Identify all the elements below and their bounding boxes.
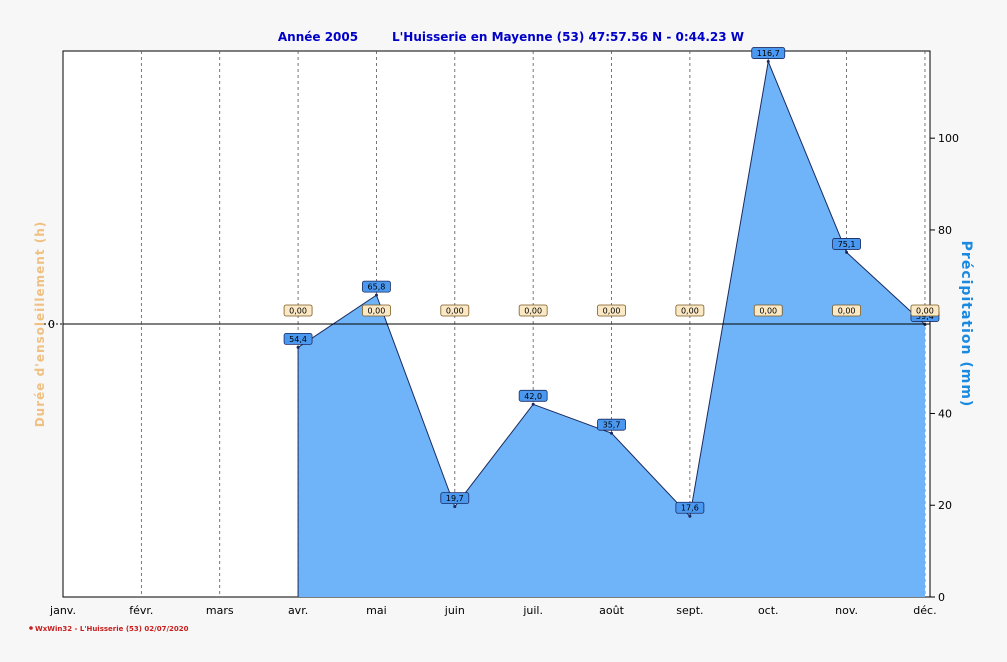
month-label-2: févr. <box>129 604 153 617</box>
precipitation-data-label-4: 54,4 <box>289 335 307 344</box>
precipitation-point-5 <box>374 293 378 297</box>
precipitation-label-box-9 <box>675 501 705 514</box>
precipitation-area-layer <box>296 59 927 598</box>
precipitation-point-7 <box>531 402 535 406</box>
sunshine-label-box-5 <box>362 304 391 317</box>
precipitation-area <box>298 61 925 598</box>
precipitation-label-box-7 <box>518 389 548 402</box>
sunshine-data-label-8: 0,00 <box>603 307 621 316</box>
sunshine-label-box-11 <box>832 304 861 317</box>
sunshine-data-label-6: 0,00 <box>446 307 464 316</box>
precipitation-point-8 <box>610 431 614 435</box>
precipitation-point-4 <box>296 345 300 349</box>
footer-credit: WxWin32 - L'Huisserie (53) 02/07/2020 <box>35 625 189 633</box>
data-labels: 54,465,819,742,035,717,6116,775,159,40,0… <box>283 47 940 514</box>
precipitation-point-10 <box>766 60 770 64</box>
precipitation-data-label-8: 35,7 <box>603 421 621 430</box>
chart-year-title: Année 2005 <box>278 30 358 44</box>
chart-station-title: L'Huisserie en Mayenne (53) 47:57.56 N -… <box>392 30 744 44</box>
month-label-10: oct. <box>758 604 779 617</box>
precipitation-data-label-9: 17,6 <box>681 504 699 513</box>
month-label-7: juil. <box>522 604 543 617</box>
right-tick-label-2: 20 <box>938 499 952 512</box>
precipitation-data-label-12: 59,4 <box>916 312 934 321</box>
sunshine-data-label-4: 0,00 <box>289 307 307 316</box>
sunshine-data-label-12: 0,00 <box>916 307 934 316</box>
month-label-12: déc. <box>913 604 936 617</box>
footer-bullet-icon <box>29 626 33 630</box>
precipitation-data-label-11: 75,1 <box>838 240 856 249</box>
sunshine-label-box-6 <box>440 304 470 317</box>
right-tick-label-1: 0 <box>938 591 945 604</box>
month-label-3: mars <box>206 604 234 617</box>
right-axis-title: Précipitation (mm) <box>958 241 974 408</box>
right-tick-label-4: 80 <box>938 224 952 237</box>
sunshine-label-box-10 <box>753 304 783 317</box>
sunshine-label-box-4 <box>283 304 313 317</box>
right-tick-label-3: 40 <box>938 407 952 420</box>
precipitation-point-9 <box>688 514 692 518</box>
sunshine-label-box-9 <box>675 304 705 317</box>
precipitation-label-box-5 <box>362 280 391 293</box>
right-tick-label-5: 100 <box>938 132 959 145</box>
precipitation-label-box-6 <box>440 492 470 505</box>
month-label-4: avr. <box>288 604 308 617</box>
precipitation-data-label-6: 19,7 <box>446 494 464 503</box>
sunshine-label-box-12 <box>910 304 940 317</box>
month-label-9: sept. <box>676 604 703 617</box>
sunshine-data-label-11: 0,00 <box>838 307 856 316</box>
x-axis-month-labels: janv. févr. mars avr. mai juin juil. août sept. o… <box>49 604 937 617</box>
month-label-6: juin <box>444 604 465 617</box>
precipitation-label-box-8 <box>597 418 626 431</box>
left-axis-zero-tick: 0 <box>48 318 55 331</box>
sunshine-data-label-10: 0,00 <box>759 307 777 316</box>
precipitation-label-box-4 <box>283 332 313 345</box>
sunshine-data-label-5: 0,00 <box>368 307 386 316</box>
sunshine-label-box-8 <box>597 304 626 317</box>
sunshine-data-label-9: 0,00 <box>681 307 699 316</box>
precipitation-data-label-10: 116,7 <box>757 49 780 58</box>
month-label-5: mai <box>366 604 387 617</box>
precipitation-data-label-5: 65,8 <box>368 283 386 292</box>
month-label-1: janv. <box>49 604 76 617</box>
right-axis-ticks: 0 20 40 80 100 <box>930 132 959 604</box>
sunshine-label-box-7 <box>518 304 548 317</box>
precipitation-data-label-7: 42,0 <box>524 392 542 401</box>
month-label-11: nov. <box>835 604 858 617</box>
month-label-8: août <box>599 604 624 617</box>
precipitation-label-box-10 <box>751 47 786 59</box>
precipitation-label-box-11 <box>832 238 861 250</box>
left-axis-title: Durée d'ensoleillement (h) <box>33 221 47 428</box>
precipitation-point-11 <box>845 250 849 254</box>
sunshine-data-label-7: 0,00 <box>524 307 542 316</box>
precipitation-point-6 <box>453 505 457 509</box>
